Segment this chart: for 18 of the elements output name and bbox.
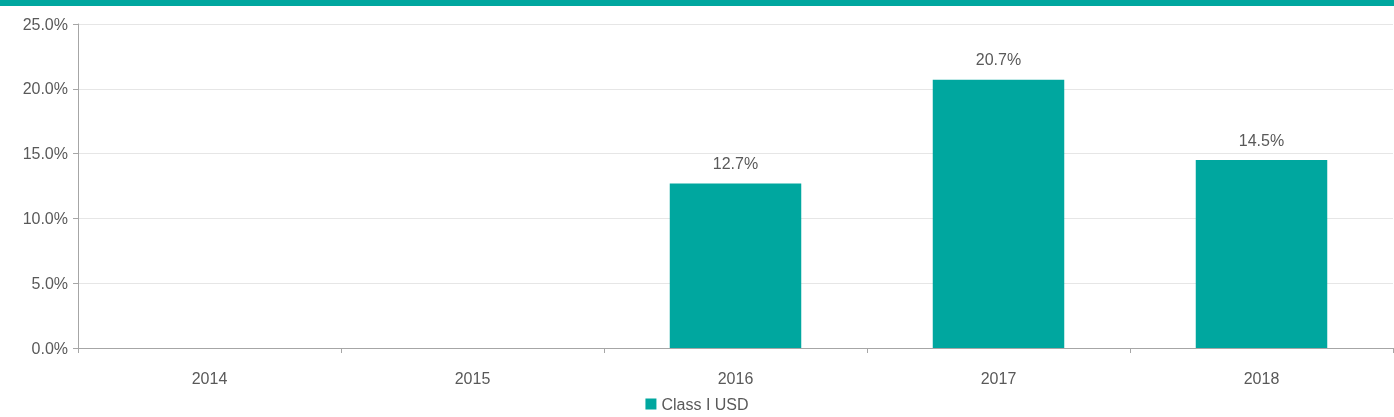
y-tick-label: 5.0% [31, 274, 68, 292]
y-tick-label: 10.0% [22, 209, 68, 227]
bar [669, 183, 802, 348]
x-tick-label: 2018 [1243, 369, 1280, 387]
bar [1195, 160, 1328, 348]
data-label: 14.5% [1238, 131, 1285, 149]
x-tick-label: 2017 [980, 369, 1017, 387]
data-label: 12.7% [712, 154, 759, 172]
data-label: 20.7% [975, 51, 1022, 69]
bar [932, 79, 1065, 348]
y-tick-label: 25.0% [22, 15, 68, 33]
x-tick-label: 2015 [454, 369, 491, 387]
y-tick-label: 0.0% [31, 339, 68, 357]
legend-label: Class I USD [661, 395, 749, 413]
x-tick-label: 2014 [191, 369, 228, 387]
y-tick-label: 20.0% [22, 80, 68, 98]
x-tick-label: 2016 [717, 369, 754, 387]
y-tick-label: 15.0% [22, 145, 68, 163]
